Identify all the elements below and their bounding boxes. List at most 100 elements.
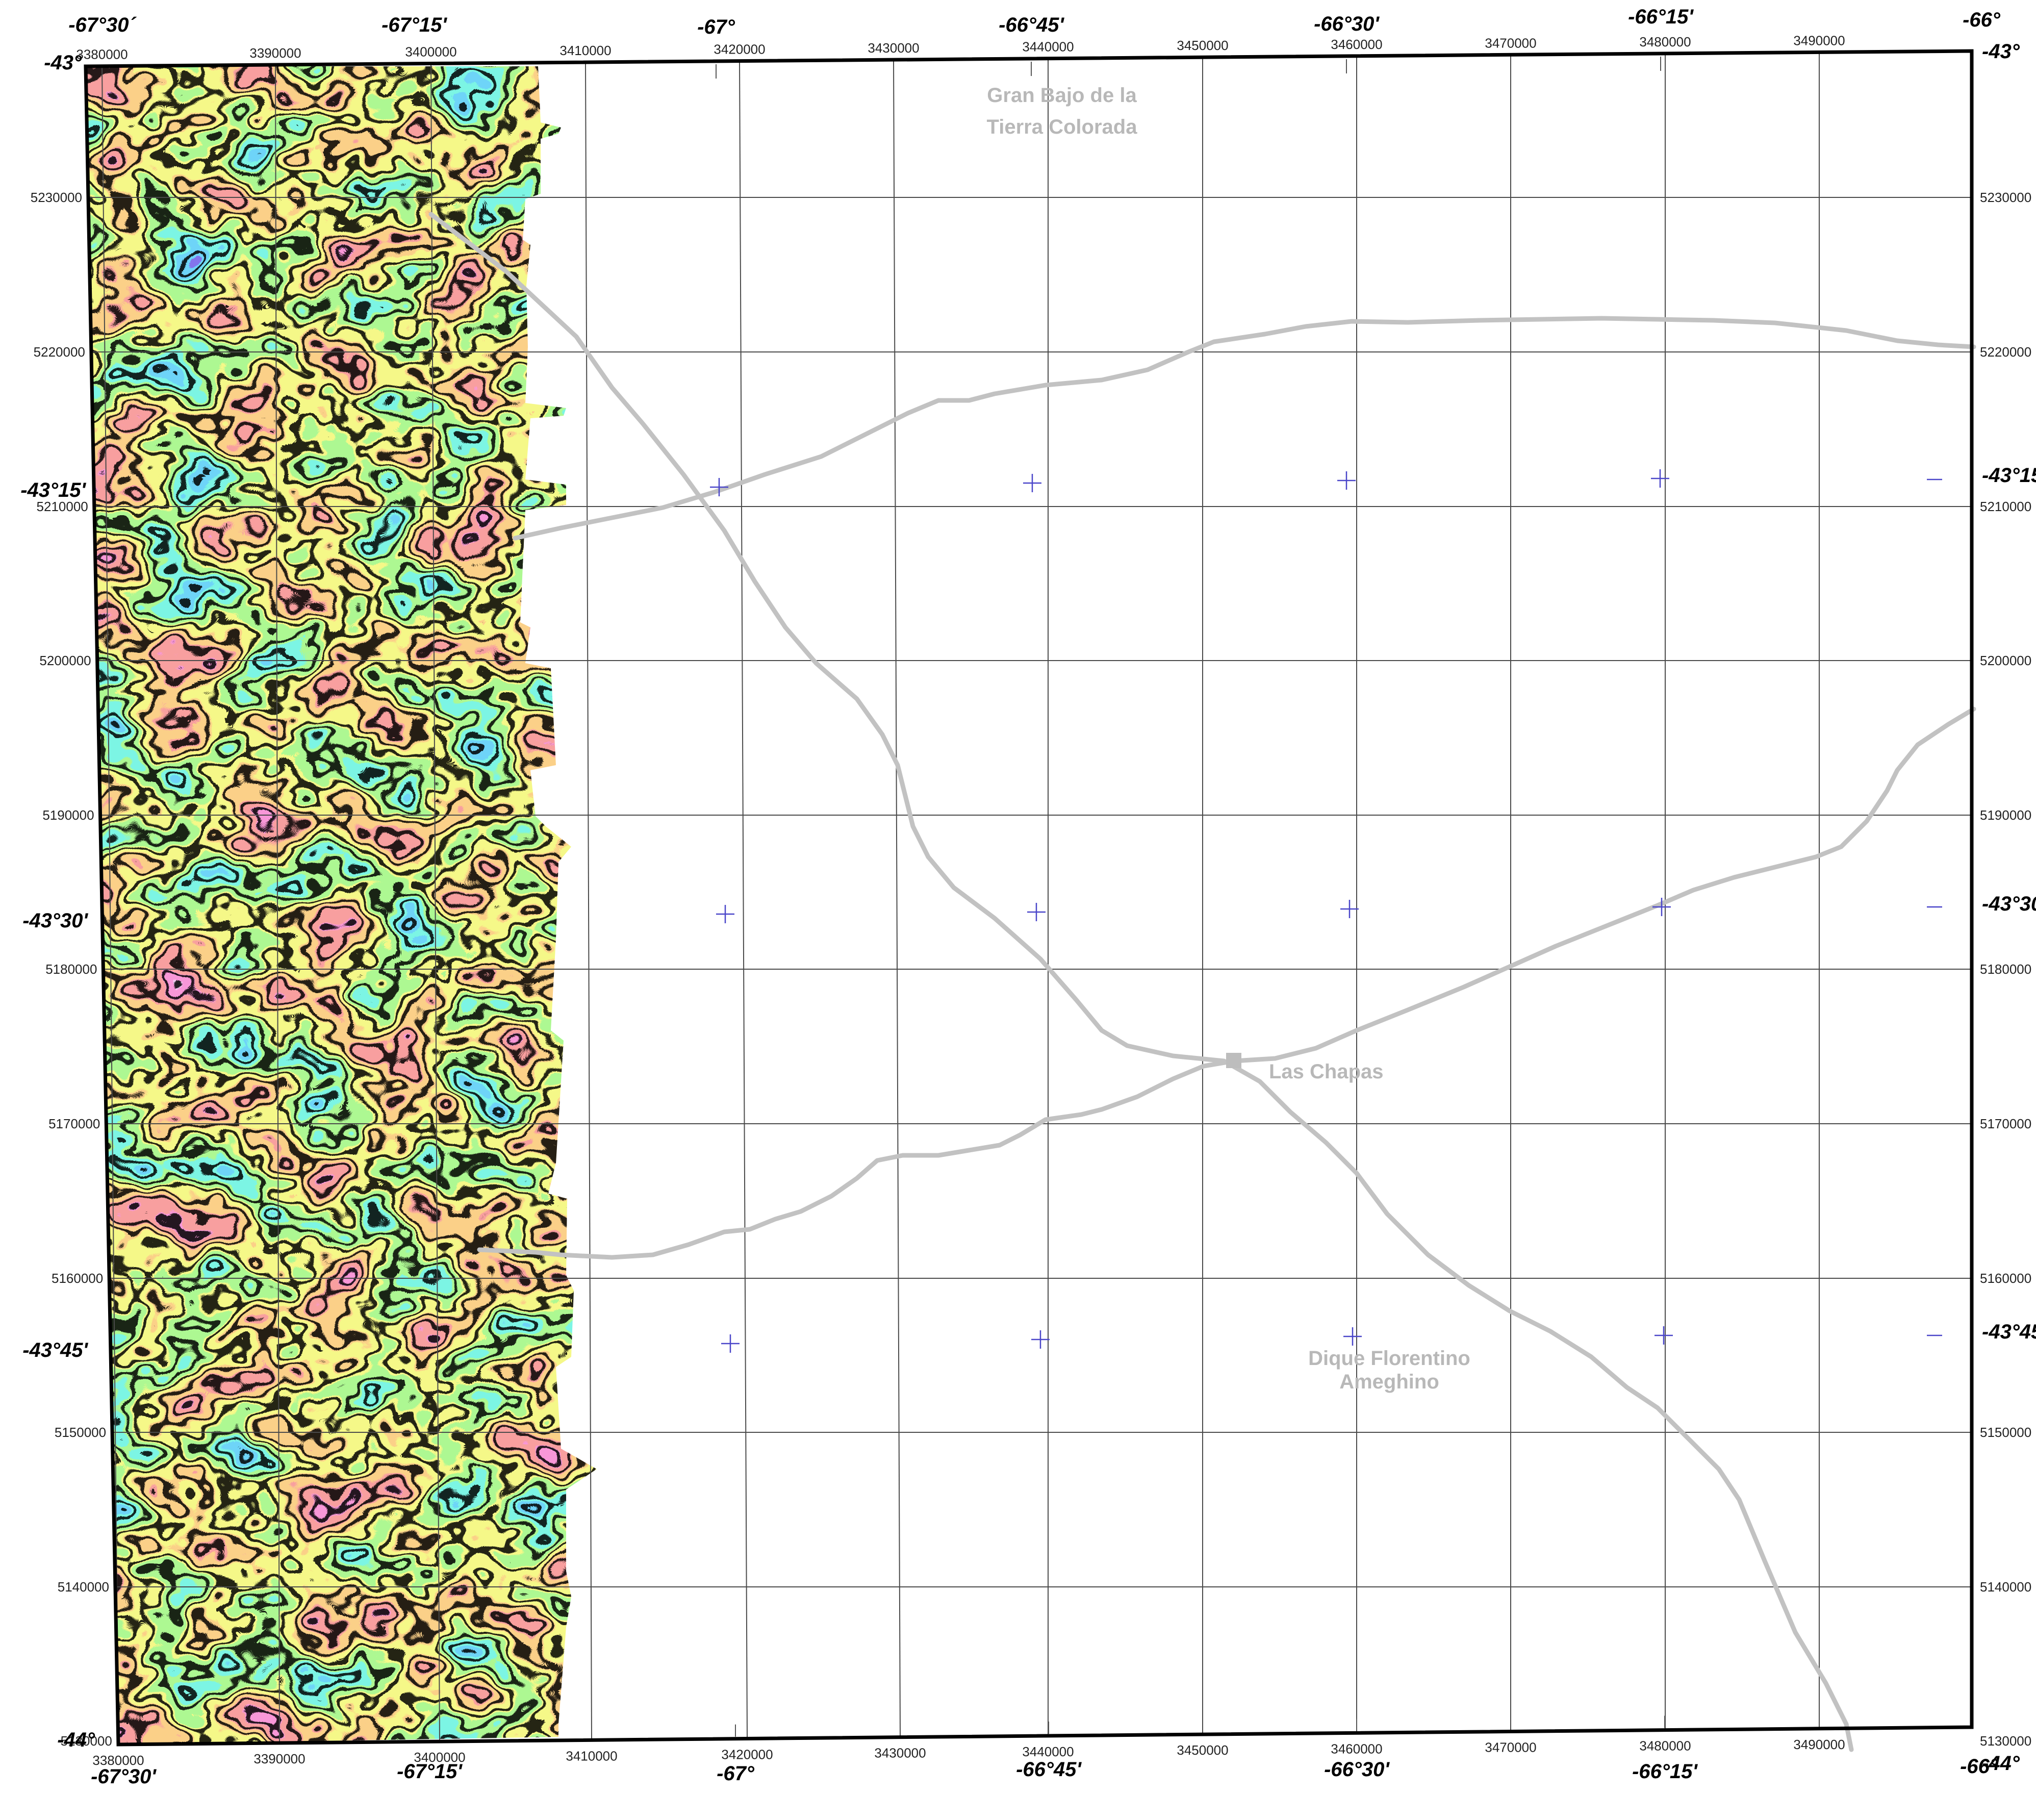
northing-label: 5160000 — [1980, 1271, 2031, 1286]
easting-label: 3410000 — [566, 1748, 617, 1763]
longitude-label: -66°45' — [999, 14, 1064, 36]
northing-label: 5220000 — [34, 344, 85, 360]
easting-label: 3390000 — [249, 45, 301, 61]
graticule-cross — [1027, 903, 1046, 921]
longitude-label: -67°15' — [397, 1760, 463, 1783]
longitude-label: -67° — [697, 16, 735, 38]
northing-label: 5190000 — [42, 807, 94, 823]
northing-label: 5170000 — [1980, 1116, 2031, 1131]
northing-label: 5130000 — [61, 1733, 112, 1749]
latitude-label: -43°30' — [1982, 893, 2036, 915]
easting-labels-bottom: 3380000 3390000 3400000 3410000 3420000 34300… — [92, 1737, 1845, 1768]
longitude-label: -67°30´ — [68, 14, 137, 36]
northing-label: 5180000 — [1980, 962, 2031, 977]
roads — [428, 212, 1976, 1752]
easting-label: 3430000 — [874, 1746, 926, 1761]
latitude-label: -43°45' — [22, 1339, 88, 1361]
longitude-label: -66° — [1960, 1755, 1998, 1778]
las-chapas-town-marker — [1226, 1053, 1241, 1068]
graticule-cross — [710, 478, 728, 496]
easting-label: 3450000 — [1177, 1742, 1228, 1758]
northing-label: 5190000 — [1980, 807, 2031, 823]
northing-label: 5170000 — [48, 1116, 100, 1131]
easting-label: 3420000 — [714, 42, 765, 57]
northing-label: 5230000 — [1980, 190, 2031, 205]
longitude-label: -66°15' — [1632, 1760, 1698, 1783]
northing-label: 5180000 — [45, 962, 97, 977]
northing-label: 5200000 — [39, 653, 91, 668]
easting-label: 3400000 — [414, 1750, 465, 1765]
northing-label: 5130000 — [1980, 1733, 2031, 1749]
easting-label: 3390000 — [253, 1751, 305, 1766]
easting-label: 3420000 — [721, 1747, 773, 1762]
easting-label: 3470000 — [1485, 35, 1536, 50]
longitude-label: -66°30' — [1314, 13, 1380, 35]
longitude-label: -66°45' — [1016, 1758, 1082, 1781]
road-north-south — [428, 212, 1854, 1752]
longitude-labels-bottom: -67°30' -67°15' -67° -66°45' -66°30' -66°15' -… — [91, 1755, 1998, 1788]
easting-label: 3490000 — [1793, 1737, 1845, 1752]
longitude-label: -67° — [717, 1762, 755, 1785]
easting-label: 3470000 — [1485, 1739, 1536, 1755]
northing-label: 5200000 — [1980, 653, 2031, 668]
latitude-label: -43°15' — [20, 479, 86, 501]
latitude-label: -43°45' — [1982, 1321, 2036, 1343]
latitude-label: -43°15' — [1982, 464, 2036, 487]
longitude-label: -66°30' — [1324, 1758, 1390, 1781]
easting-label: 3400000 — [405, 44, 456, 60]
road-east-west-lower — [477, 706, 1976, 1260]
longitude-label: -67°30' — [91, 1765, 157, 1788]
place-dique-line1: Dique Florentino — [1308, 1347, 1470, 1370]
latitude-label: -43° — [44, 52, 82, 74]
northing-label: 5220000 — [1980, 344, 2031, 360]
graticule-cross — [1652, 898, 1671, 916]
northing-label: 5150000 — [1980, 1425, 2031, 1440]
northing-label: 5150000 — [55, 1425, 106, 1440]
graticule-cross — [716, 905, 734, 923]
easting-labels-top: 3380000 3390000 3400000 3410000 3420000 34300… — [76, 33, 1845, 62]
place-gran-bajo-line1: Gran Bajo de la — [987, 84, 1137, 107]
easting-label: 3430000 — [868, 40, 919, 56]
frame-ticks — [716, 56, 1665, 1737]
longitude-label: -66° — [1963, 9, 2001, 31]
latitude-label: -43°30' — [22, 909, 88, 932]
graticule-cross — [1031, 1330, 1050, 1349]
grid-line-easting — [893, 60, 901, 1737]
grid-line-easting — [101, 66, 119, 1745]
graticule-cross — [721, 1334, 740, 1353]
easting-label: 3380000 — [92, 1753, 144, 1768]
grid-line-easting — [739, 61, 748, 1739]
easting-label: 3490000 — [1793, 33, 1845, 48]
grid-line-easting — [430, 63, 440, 1742]
northing-label: 5140000 — [1980, 1579, 2031, 1595]
graticule-cross — [1340, 900, 1359, 918]
easting-label: 3460000 — [1331, 1741, 1382, 1756]
easting-label: 3410000 — [559, 43, 611, 58]
northing-label: 5210000 — [1980, 499, 2031, 514]
easting-label: 3480000 — [1639, 34, 1691, 49]
longitude-labels-top: -67°30´ -67°15' -67° -66°45' -66°30' -66°15' -… — [68, 6, 2001, 38]
northing-label: 5160000 — [52, 1271, 103, 1286]
graticule-cross — [1337, 471, 1356, 490]
easting-label: 3460000 — [1331, 37, 1382, 52]
place-gran-bajo-line2: Tierra Colorada — [987, 116, 1138, 138]
northing-labels-right: 5230000 5220000 5210000 5200000 5190000 51800… — [1980, 190, 2031, 1749]
place-dique-line2: Ameghino — [1339, 1371, 1439, 1393]
map-frame — [84, 49, 1974, 1747]
easting-label: 3440000 — [1022, 1744, 1074, 1759]
latitude-labels-right: -43° -43°15' -43°30' -43°45' -44° — [1982, 40, 2036, 1775]
longitude-label: -66°15' — [1628, 6, 1694, 28]
grid-line-easting — [275, 64, 280, 1743]
graticule-cross — [1655, 1326, 1673, 1345]
northing-labels-left: 5230000 5220000 5210000 5200000 5190000 51800… — [31, 190, 112, 1749]
latitude-label: -44° — [1982, 1752, 2020, 1775]
northing-label: 5230000 — [31, 190, 82, 205]
easting-label: 3440000 — [1022, 39, 1074, 55]
graticule-cross — [1651, 469, 1669, 488]
place-names: Gran Bajo de la Tierra Colorada Las Chap… — [987, 84, 1470, 1393]
graticule-crosses — [710, 469, 1942, 1353]
northing-label: 5140000 — [58, 1579, 109, 1595]
easting-label: 3480000 — [1639, 1738, 1691, 1754]
graticule-cross — [1343, 1327, 1362, 1346]
